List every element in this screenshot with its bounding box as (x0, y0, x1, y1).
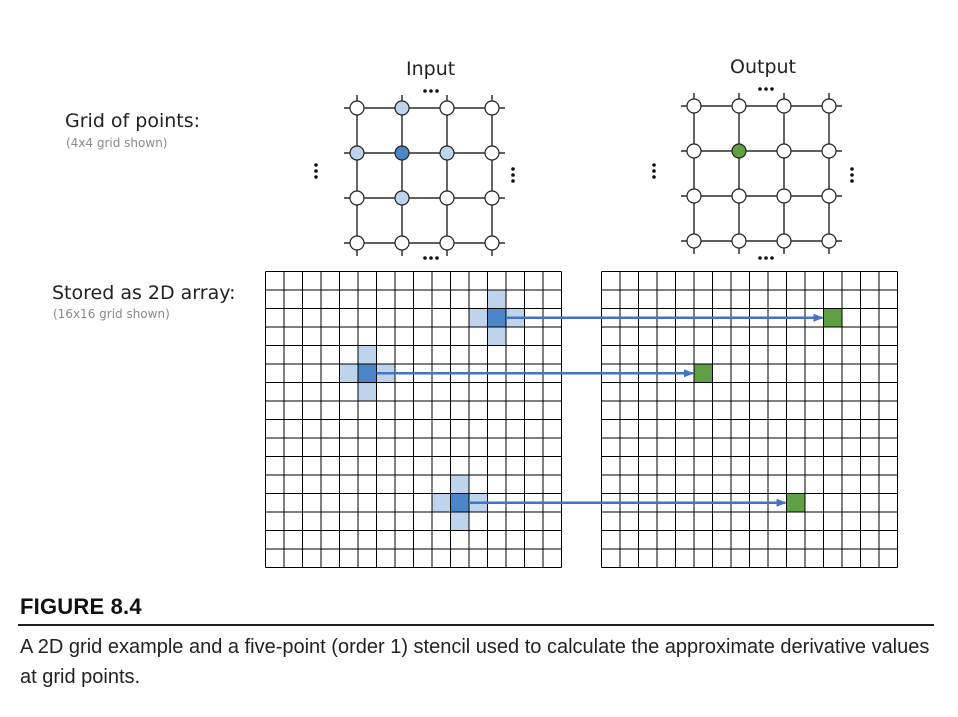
grid-point (731, 233, 747, 249)
neighbor-point (349, 145, 365, 161)
ellipsis-dot (511, 167, 515, 171)
figure-label: FIGURE 8.4 (20, 594, 142, 619)
grid-point (439, 235, 455, 251)
output-point-grid (681, 93, 842, 254)
center-point (731, 143, 747, 159)
ellipsis-dot (850, 173, 854, 177)
ellipsis-dot (435, 256, 439, 260)
neighbor-cell (469, 308, 488, 327)
output-array (601, 271, 898, 568)
ellipsis-dot (423, 89, 427, 93)
output-cell (786, 493, 805, 512)
array-subtitle: (16x16 grid shown) (53, 307, 170, 321)
neighbor-cell (432, 493, 451, 512)
grid-point (484, 100, 500, 116)
ellipsis-dot (850, 167, 854, 171)
ellipsis-dot (764, 256, 768, 260)
center-cell (358, 364, 377, 383)
grid-subtitle: (4x4 grid shown) (66, 136, 168, 150)
grid-point (821, 98, 837, 114)
grid-point (686, 143, 702, 159)
neighbor-cell (450, 512, 469, 531)
neighbor-cell (487, 327, 506, 346)
grid-point (484, 145, 500, 161)
caption-rule (18, 624, 934, 626)
ellipsis-dot (314, 163, 318, 167)
input-point-grid (344, 95, 505, 256)
ellipsis-dot (764, 87, 768, 91)
grid-point (686, 188, 702, 204)
center-point (394, 145, 410, 161)
ellipsis-dot (314, 175, 318, 179)
ellipsis-dot (758, 87, 762, 91)
figure-caption: A 2D grid example and a five-point (orde… (20, 636, 930, 688)
grid-point (821, 143, 837, 159)
neighbor-cell (339, 364, 358, 383)
grid-point (686, 98, 702, 114)
neighbor-point (439, 145, 455, 161)
output-cell (823, 308, 842, 327)
grid-point (484, 235, 500, 251)
ellipsis-dot (652, 169, 656, 173)
grid-point (731, 188, 747, 204)
neighbor-cell (358, 382, 377, 401)
grid-title: Grid of points: (65, 110, 201, 132)
grid-point (484, 190, 500, 206)
grid-point (349, 190, 365, 206)
ellipsis-dot (429, 256, 433, 260)
ellipsis-dot (652, 175, 656, 179)
grid-point (776, 188, 792, 204)
input-title: Input (406, 58, 456, 80)
ellipsis-dot (314, 169, 318, 173)
grid-point (776, 98, 792, 114)
neighbor-cell (450, 475, 469, 494)
ellipsis-dot (429, 89, 433, 93)
ellipsis-dot (758, 256, 762, 260)
output-title: Output (730, 56, 796, 78)
ellipsis-dot (770, 256, 774, 260)
grid-point (686, 233, 702, 249)
input-array (265, 271, 562, 568)
grid-point (439, 100, 455, 116)
neighbor-point (394, 190, 410, 206)
grid-point (731, 98, 747, 114)
ellipsis-dot (511, 173, 515, 177)
output-cell (694, 364, 713, 383)
ellipsis-dot (850, 179, 854, 183)
ellipsis-marks (314, 87, 854, 260)
neighbor-cell (487, 290, 506, 309)
center-cell (487, 308, 506, 327)
grid-point (394, 235, 410, 251)
grid-point (439, 190, 455, 206)
ellipsis-dot (652, 163, 656, 167)
ellipsis-dot (423, 256, 427, 260)
grid-point (349, 100, 365, 116)
grid-point (349, 235, 365, 251)
stencil-arrows (376, 313, 824, 507)
figure-diagram (265, 87, 898, 568)
array-title: Stored as 2D array: (52, 282, 236, 304)
center-cell (450, 493, 469, 512)
grid-point (821, 188, 837, 204)
grid-point (821, 233, 837, 249)
grid-point (776, 143, 792, 159)
neighbor-cell (358, 345, 377, 364)
grid-point (776, 233, 792, 249)
ellipsis-dot (770, 87, 774, 91)
ellipsis-dot (511, 179, 515, 183)
neighbor-point (394, 100, 410, 116)
ellipsis-dot (435, 89, 439, 93)
